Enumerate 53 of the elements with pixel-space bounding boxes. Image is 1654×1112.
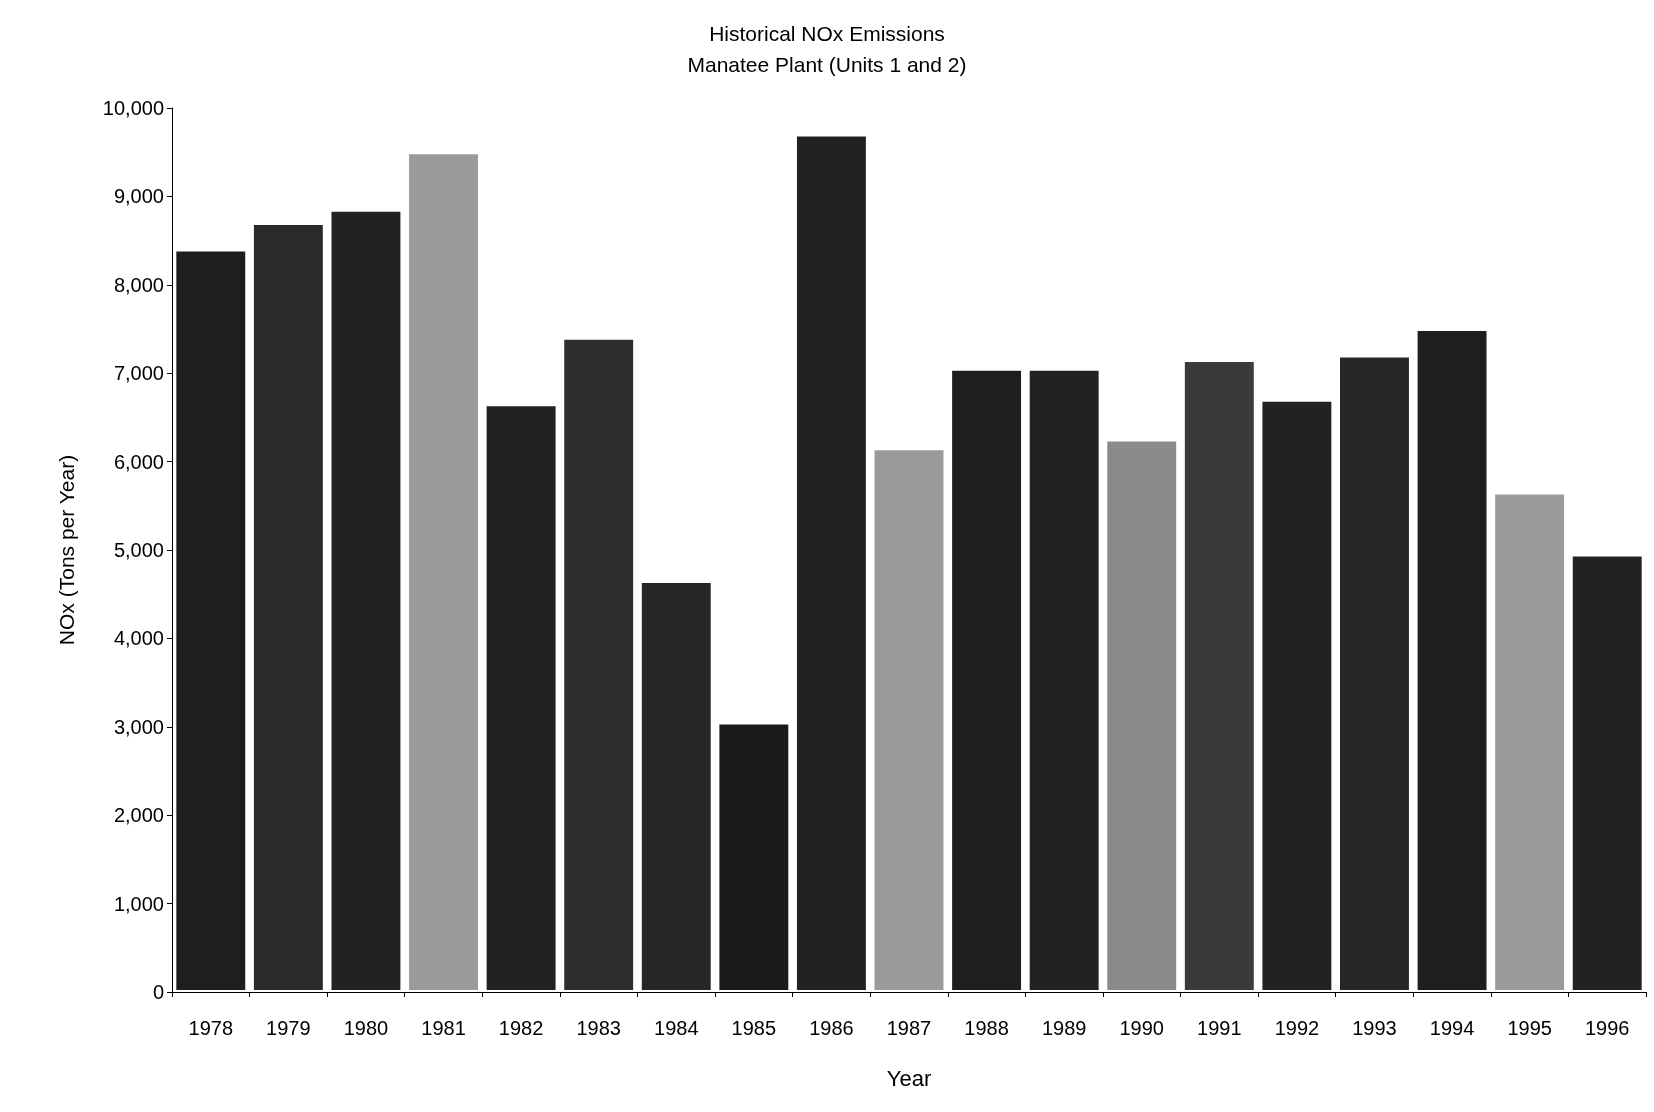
y-tick-label: 10,000: [102, 97, 164, 119]
x-tick-label: 1985: [731, 1017, 777, 1039]
y-tick-label: 5,000: [113, 539, 164, 561]
bar: [1493, 492, 1567, 992]
bar: [1260, 399, 1334, 992]
y-tick-label: 8,000: [113, 273, 164, 296]
x-tick-label: 1978: [188, 1017, 234, 1039]
bar: [1182, 359, 1256, 992]
chart-title: Historical NOx Emissions: [709, 22, 945, 45]
y-tick-label: 9,000: [113, 185, 164, 208]
x-tick-label: 1980: [343, 1017, 389, 1039]
x-tick-label: 1987: [886, 1017, 932, 1039]
bar: [1570, 554, 1644, 992]
bar: [174, 249, 248, 992]
x-tick-label: 1995: [1507, 1017, 1552, 1039]
bar: [562, 337, 636, 992]
bar: [717, 722, 791, 992]
x-tick-label: 1983: [576, 1017, 621, 1039]
y-tick-label: 1,000: [113, 892, 164, 915]
x-tick-label: 1986: [809, 1017, 854, 1039]
bar: [1027, 368, 1101, 992]
x-axis-title: Year: [886, 1065, 932, 1091]
bar: [872, 448, 946, 992]
y-tick-label: 7,000: [113, 362, 164, 385]
x-tick-label: 1996: [1584, 1017, 1630, 1039]
y-tick-label: 3,000: [113, 715, 164, 738]
y-tick-label: 4,000: [113, 627, 164, 650]
x-tick-label: 1981: [421, 1017, 466, 1039]
bar: [484, 404, 558, 992]
bar: [639, 580, 713, 992]
bar: [251, 222, 325, 992]
y-axis-title: NOx (Tons per Year): [55, 454, 78, 646]
x-tick-label: 1988: [964, 1017, 1009, 1039]
bar: [1415, 329, 1489, 992]
x-tick-label: 1993: [1352, 1017, 1397, 1039]
y-tick-label: 0: [152, 981, 164, 1003]
x-tick-label: 1989: [1041, 1017, 1087, 1039]
x-tick-label: 1990: [1119, 1017, 1164, 1039]
x-tick-label: 1982: [498, 1017, 544, 1039]
y-tick-label: 2,000: [113, 804, 164, 827]
bar: [794, 134, 868, 992]
x-tick-label: 1979: [266, 1017, 311, 1039]
bar: [1105, 439, 1179, 992]
bar: [407, 152, 480, 992]
bar: [329, 209, 403, 992]
x-tick-label: 1994: [1429, 1017, 1475, 1039]
y-tick-label: 6,000: [113, 450, 164, 473]
chart-subtitle: Manatee Plant (Units 1 and 2): [687, 53, 967, 76]
bar: [950, 368, 1024, 992]
x-tick-label: 1984: [654, 1017, 699, 1039]
x-tick-label: 1991: [1197, 1017, 1242, 1039]
x-tick-label: 1992: [1274, 1017, 1320, 1039]
bar: [1338, 355, 1411, 992]
